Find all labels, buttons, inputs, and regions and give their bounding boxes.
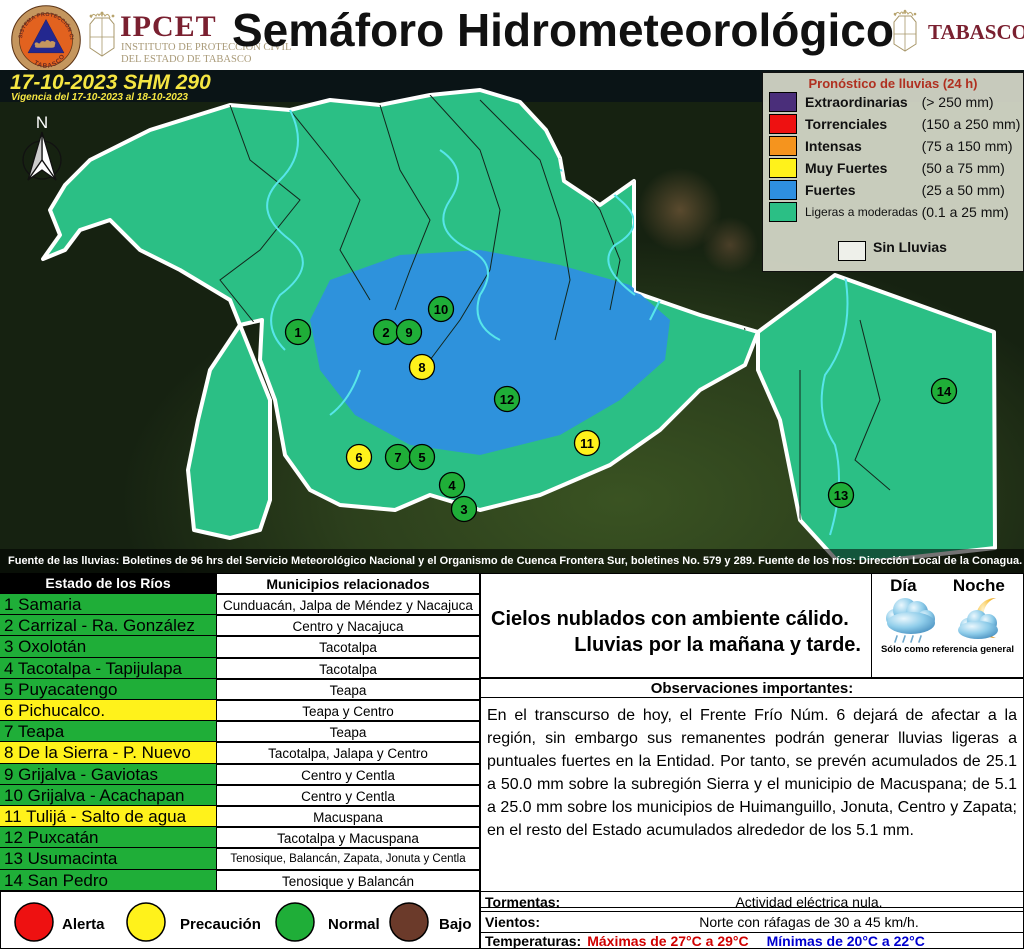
svg-text:Bajo: Bajo: [439, 916, 472, 933]
svg-text:12: 12: [500, 392, 514, 407]
svg-text:Alerta: Alerta: [62, 916, 105, 933]
svg-text:2: 2: [382, 325, 389, 340]
svg-text:6: 6: [355, 450, 362, 465]
svg-text:5: 5: [418, 450, 425, 465]
svg-text:14: 14: [937, 384, 952, 399]
svg-text:7: 7: [394, 450, 401, 465]
svg-text:10: 10: [434, 302, 448, 317]
svg-text:11: 11: [580, 436, 594, 451]
svg-text:3: 3: [460, 502, 467, 517]
svg-text:4: 4: [448, 478, 456, 493]
svg-text:9: 9: [405, 325, 412, 340]
svg-text:Normal: Normal: [328, 916, 380, 933]
svg-text:Precaución: Precaución: [180, 916, 261, 933]
svg-text:13: 13: [834, 488, 848, 503]
svg-text:1: 1: [294, 325, 301, 340]
svg-text:8: 8: [418, 360, 425, 375]
